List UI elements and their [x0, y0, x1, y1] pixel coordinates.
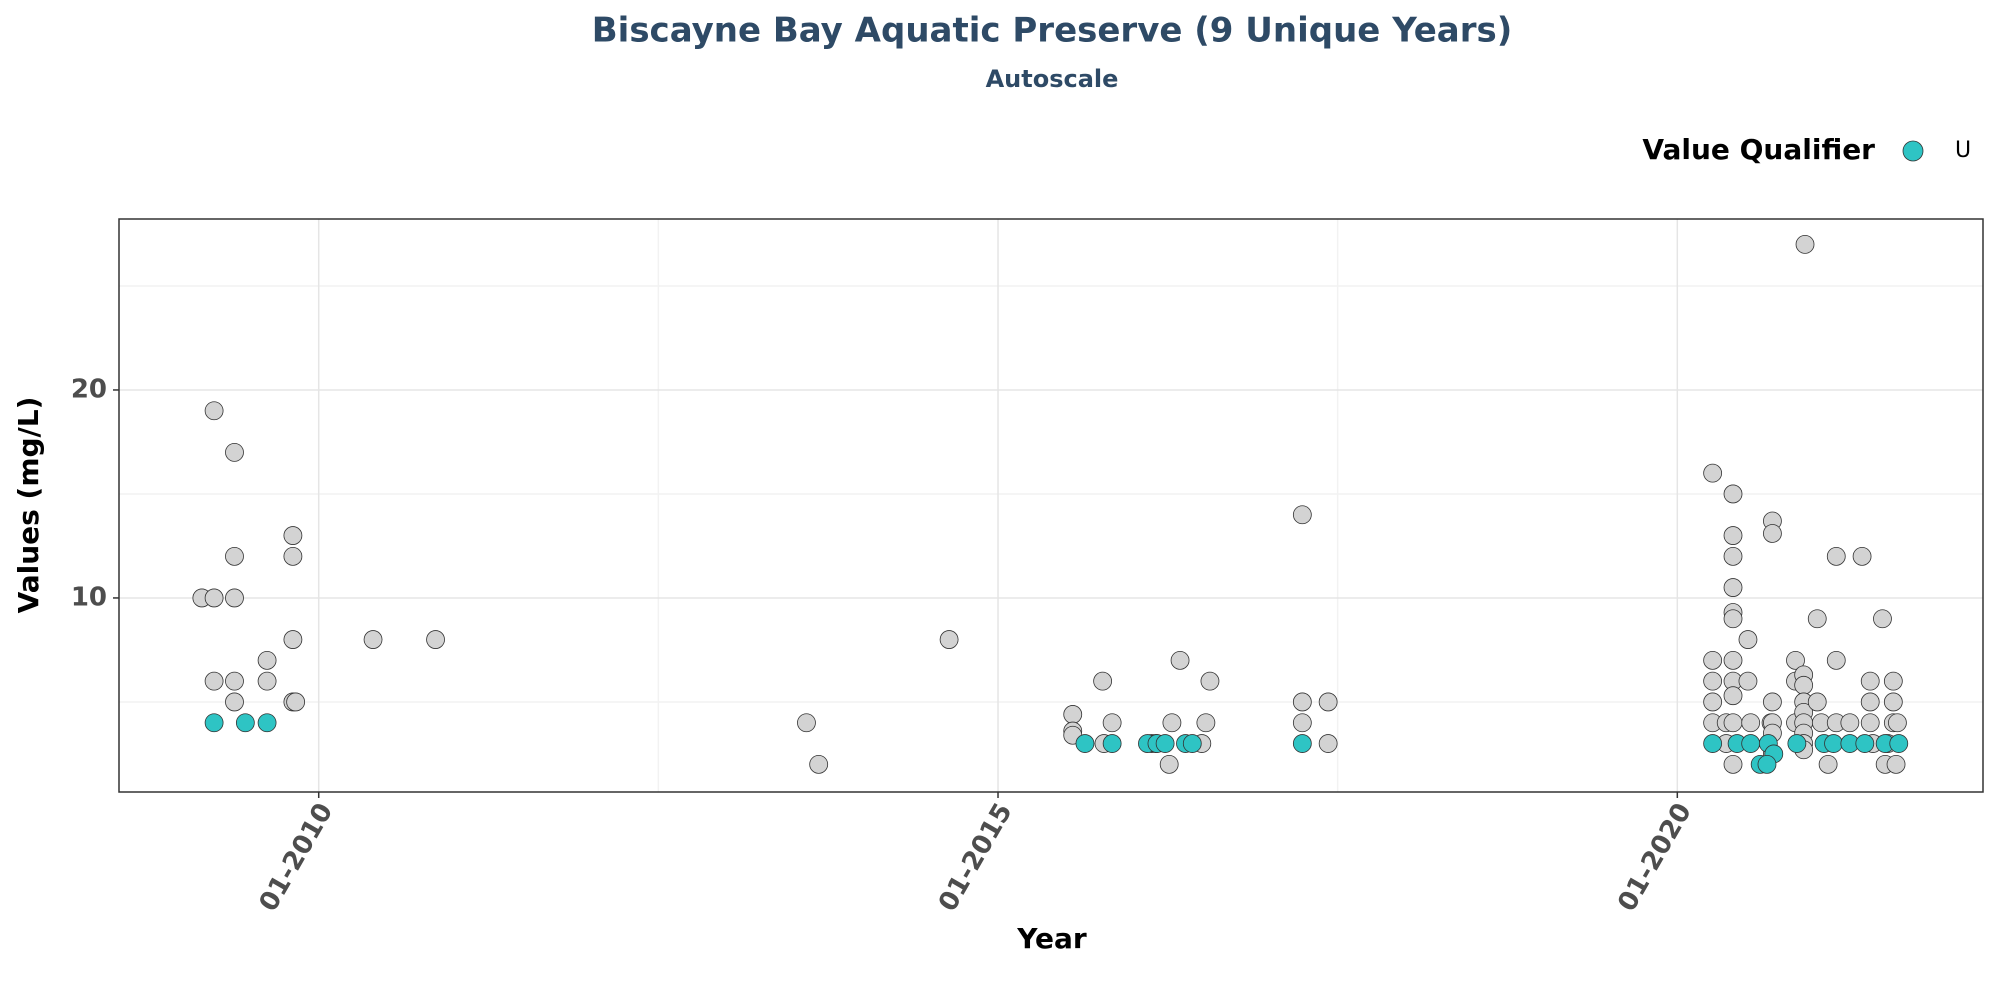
data-point	[809, 754, 829, 774]
data-point	[1852, 546, 1872, 566]
data-point	[225, 442, 244, 462]
data-point	[1723, 650, 1743, 670]
data-point	[1826, 650, 1846, 670]
data-point	[939, 630, 959, 649]
data-point	[1170, 650, 1190, 670]
data-point	[257, 713, 277, 733]
data-point	[225, 546, 244, 566]
data-point	[1807, 692, 1827, 712]
data-point	[1723, 609, 1743, 629]
data-point	[1763, 692, 1782, 712]
plot-border	[118, 218, 1984, 793]
data-point	[1883, 692, 1903, 712]
data-point	[1723, 484, 1743, 504]
data-point	[1703, 692, 1723, 712]
data-point	[1162, 713, 1182, 733]
data-point	[225, 671, 244, 691]
data-point	[1723, 686, 1743, 706]
data-point	[225, 588, 244, 608]
data-point	[1102, 713, 1122, 733]
data-point	[1840, 713, 1860, 733]
data-point	[1883, 671, 1903, 691]
data-point	[1855, 734, 1875, 753]
data-point	[1292, 692, 1312, 712]
data-point	[204, 671, 224, 691]
data-point	[1063, 705, 1083, 724]
data-point	[1703, 463, 1723, 483]
data-point	[1738, 630, 1758, 649]
data-point	[286, 692, 306, 712]
data-point	[225, 692, 244, 712]
y-tick-label: 10	[71, 582, 107, 612]
data-point	[1703, 650, 1723, 670]
legend-marker	[1902, 140, 1924, 162]
data-point	[1807, 609, 1827, 629]
data-point	[1292, 505, 1312, 525]
legend-title: Value Qualifier	[1642, 133, 1875, 166]
data-point	[1818, 754, 1838, 774]
data-point	[1763, 524, 1782, 543]
data-point	[1102, 734, 1122, 753]
data-point	[1723, 713, 1743, 733]
data-point	[1860, 671, 1880, 691]
data-point	[1723, 754, 1743, 774]
data-point	[283, 630, 303, 649]
data-point	[1824, 734, 1843, 753]
data-point	[1886, 754, 1906, 774]
data-point	[1723, 546, 1743, 566]
data-point	[1703, 671, 1723, 691]
data-point	[1787, 734, 1807, 753]
data-point	[257, 650, 277, 670]
data-point	[1318, 734, 1338, 753]
data-point	[283, 526, 303, 545]
x-tick-label: 01-2015	[933, 798, 1019, 916]
data-point	[1196, 713, 1216, 733]
data-point	[1292, 734, 1312, 753]
data-point	[1757, 754, 1777, 774]
data-point	[1318, 692, 1338, 712]
chart-subtitle: Autoscale	[986, 65, 1119, 93]
data-point	[204, 588, 224, 608]
data-point	[1738, 671, 1758, 691]
data-point	[1888, 713, 1907, 733]
data-point	[204, 713, 224, 733]
data-point	[1182, 734, 1202, 753]
data-point	[1093, 671, 1113, 691]
data-point	[1860, 713, 1880, 733]
data-point	[1159, 754, 1179, 774]
data-point	[797, 713, 816, 733]
data-point	[1703, 734, 1723, 753]
y-axis-label: Values (mg/L)	[12, 397, 45, 614]
data-point	[1200, 671, 1220, 691]
data-point	[235, 713, 255, 733]
data-point	[1292, 713, 1312, 733]
data-point	[1741, 713, 1761, 733]
data-point	[1860, 692, 1880, 712]
data-point	[257, 671, 277, 691]
data-point	[1723, 526, 1743, 545]
chart-title: Biscayne Bay Aquatic Preserve (9 Unique …	[592, 11, 1513, 51]
data-point	[1794, 675, 1814, 695]
data-point	[204, 401, 224, 421]
x-axis-label: Year	[1016, 922, 1087, 955]
data-point	[1826, 546, 1846, 566]
legend-label: U	[1955, 138, 1971, 163]
x-tick-label: 01-2020	[1612, 798, 1698, 916]
x-tick-label: 01-2010	[254, 798, 340, 916]
data-point	[1075, 734, 1095, 753]
data-point	[363, 630, 383, 649]
data-point	[1786, 650, 1805, 670]
data-point	[1723, 578, 1743, 597]
data-point	[1889, 734, 1909, 753]
data-point	[1155, 734, 1175, 753]
data-point	[283, 546, 303, 566]
data-point	[426, 630, 445, 649]
data-point	[1741, 734, 1761, 753]
data-point	[1795, 234, 1815, 254]
y-tick-label: 20	[71, 374, 107, 404]
data-point	[1873, 609, 1892, 629]
